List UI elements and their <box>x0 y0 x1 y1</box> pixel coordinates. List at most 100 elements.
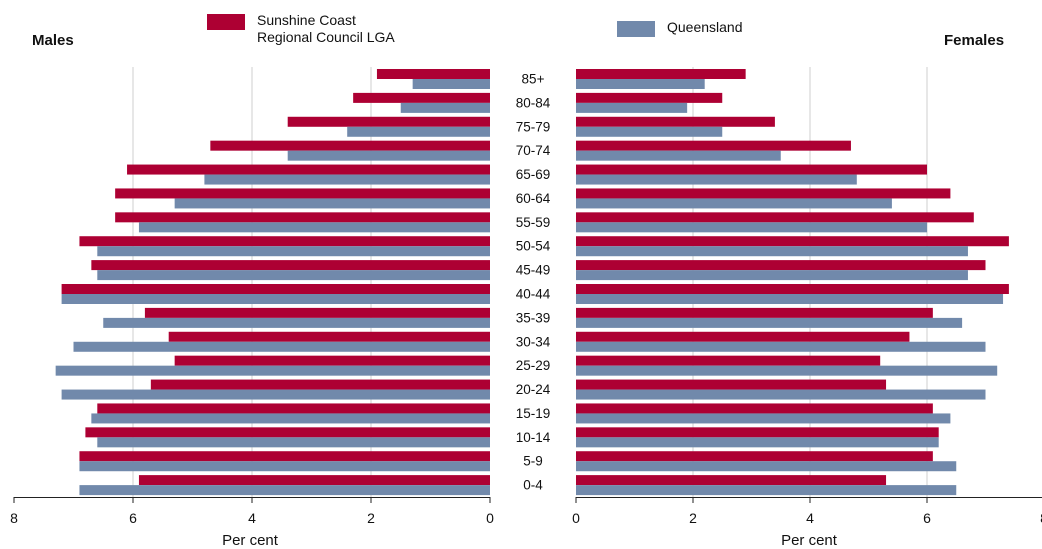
female-bar-sunshine <box>576 427 939 438</box>
male-bar-queensland <box>174 198 490 209</box>
male-x-tick-label: 6 <box>129 510 137 526</box>
male-bar-sunshine <box>174 355 490 366</box>
male-bar-sunshine <box>287 116 490 127</box>
female-bar-queensland <box>576 222 927 233</box>
male-bar-queensland <box>347 126 490 137</box>
male-bar-sunshine <box>79 236 490 247</box>
female-bar-queensland <box>576 150 781 161</box>
age-group-label: 75-79 <box>516 119 551 134</box>
female-bar-sunshine <box>576 260 986 271</box>
male-bar-sunshine <box>61 284 490 294</box>
male-bar-sunshine <box>138 475 490 486</box>
age-group-label: 70-74 <box>516 143 551 158</box>
male-bar-sunshine <box>115 212 491 223</box>
legend-label-sunshine-coast: Sunshine Coast Regional Council LGA <box>257 12 395 45</box>
female-bar-queensland <box>576 294 1004 304</box>
female-x-tick-label: 4 <box>806 510 814 526</box>
female-bar-sunshine <box>576 475 887 486</box>
female-bar-queensland <box>576 174 857 185</box>
female-bar-queensland <box>576 317 963 328</box>
legend-item-sunshine-coast: Sunshine Coast Regional Council LGA <box>207 12 395 46</box>
female-bar-queensland <box>576 365 998 376</box>
male-bar-sunshine <box>127 164 491 175</box>
male-bar-queensland <box>91 413 490 424</box>
age-group-label: 40-44 <box>516 287 551 302</box>
female-bar-sunshine <box>576 307 933 318</box>
male-x-tick-label: 8 <box>10 510 18 526</box>
male-bar-sunshine <box>144 307 490 318</box>
female-bar-queensland <box>576 102 688 113</box>
male-x-axis-title: Per cent <box>222 532 279 549</box>
male-x-tick-label: 4 <box>248 510 256 526</box>
male-bar-queensland <box>73 341 490 352</box>
female-bar-sunshine <box>576 116 775 127</box>
female-bar-sunshine <box>576 331 910 342</box>
male-bar-queensland <box>61 389 490 400</box>
male-bar-sunshine <box>353 92 490 103</box>
female-bar-queensland <box>576 126 723 137</box>
female-bar-queensland <box>576 485 957 496</box>
male-bar-sunshine <box>79 451 490 462</box>
male-bar-queensland <box>97 437 491 448</box>
females-panel-title: Females <box>944 32 1005 49</box>
female-x-tick-label: 6 <box>923 510 931 526</box>
female-bar-sunshine <box>576 212 974 223</box>
male-bar-queensland <box>61 294 490 304</box>
legend-item-queensland: Queensland <box>617 19 743 37</box>
age-group-label: 60-64 <box>516 191 551 206</box>
female-bar-sunshine <box>576 403 933 414</box>
age-group-label: 85+ <box>522 72 545 87</box>
age-group-label: 15-19 <box>516 406 551 421</box>
female-bar-queensland <box>576 198 892 209</box>
legend-swatch-sunshine-coast <box>207 14 245 30</box>
age-group-label: 0-4 <box>523 478 543 493</box>
female-bar-queensland <box>576 437 939 448</box>
legend-label-queensland: Queensland <box>667 19 743 35</box>
female-bar-queensland <box>576 413 951 424</box>
male-x-tick-label: 0 <box>486 510 494 526</box>
female-bar-queensland <box>576 461 957 472</box>
age-group-label: 30-34 <box>516 334 551 349</box>
male-bar-sunshine <box>210 140 490 151</box>
male-bar-queensland <box>79 461 490 472</box>
female-bar-sunshine <box>576 69 746 79</box>
male-bar-sunshine <box>115 188 491 199</box>
male-bar-sunshine <box>168 331 490 342</box>
female-bar-queensland <box>576 246 968 257</box>
age-group-label: 25-29 <box>516 358 551 373</box>
males-panel-title: Males <box>32 32 74 49</box>
female-bar-queensland <box>576 341 986 352</box>
female-bar-sunshine <box>576 236 1009 247</box>
female-bar-sunshine <box>576 355 881 366</box>
female-bar-sunshine <box>576 164 927 175</box>
age-group-label: 5-9 <box>523 454 543 469</box>
age-group-label: 50-54 <box>516 239 551 254</box>
male-bar-queensland <box>287 150 490 161</box>
male-bar-queensland <box>55 365 491 376</box>
female-bar-sunshine <box>576 188 951 199</box>
female-bar-sunshine <box>576 451 933 462</box>
female-x-tick-label: 0 <box>572 510 580 526</box>
male-bar-queensland <box>79 485 490 496</box>
male-bar-queensland <box>103 317 490 328</box>
female-bar-sunshine <box>576 284 1009 294</box>
female-bar-sunshine <box>576 379 887 390</box>
age-group-label: 35-39 <box>516 310 551 325</box>
female-x-axis-title: Per cent <box>781 532 838 549</box>
male-x-tick-label: 2 <box>367 510 375 526</box>
female-bar-queensland <box>576 270 968 281</box>
female-x-tick-label: 8 <box>1040 510 1042 526</box>
male-bar-queensland <box>138 222 490 233</box>
female-x-tick-label: 2 <box>689 510 697 526</box>
male-bar-sunshine <box>97 403 491 414</box>
male-bar-queensland <box>204 174 490 185</box>
female-bar-queensland <box>576 79 705 89</box>
male-bar-sunshine <box>376 69 490 79</box>
male-bar-sunshine <box>85 427 491 438</box>
male-bar-sunshine <box>91 260 490 271</box>
female-bar-queensland <box>576 389 986 400</box>
legend-swatch-queensland <box>617 21 655 37</box>
male-bar-queensland <box>400 102 490 113</box>
female-bar-sunshine <box>576 92 723 103</box>
